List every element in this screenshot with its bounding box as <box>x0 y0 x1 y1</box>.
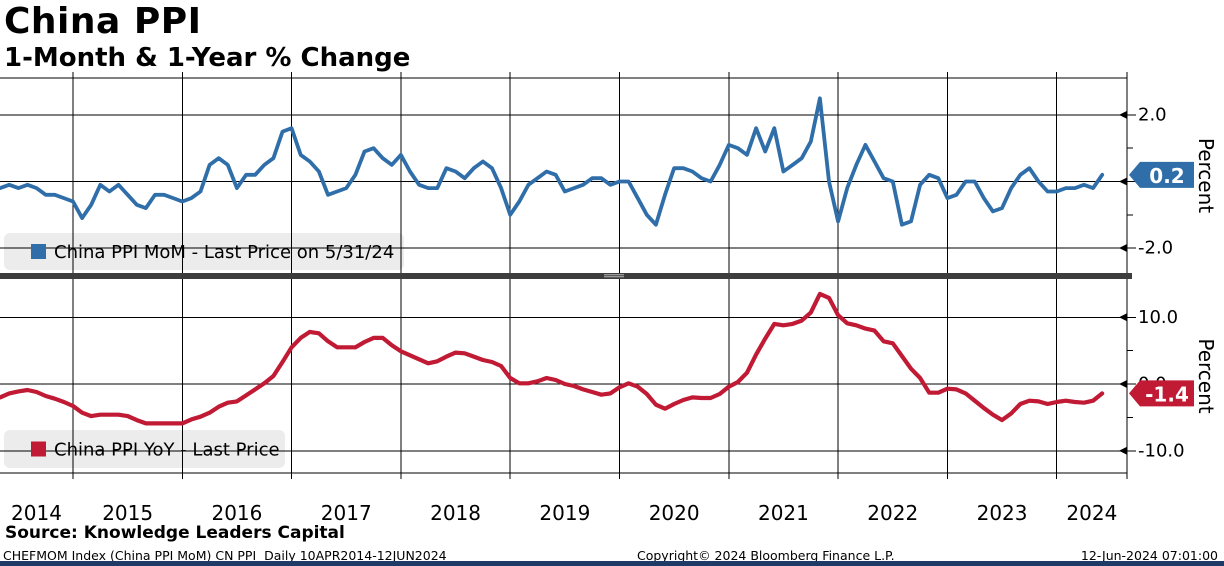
x-axis-year-label: 2022 <box>867 501 918 525</box>
yoy-legend-label: China PPI YoY - Last Price <box>54 440 280 461</box>
page-title: China PPI <box>4 1 202 42</box>
timestamp: 12-Jun-2024 07:01:00 <box>1080 548 1218 563</box>
x-axis-year-label: 2021 <box>758 501 809 525</box>
x-axis-year-label: 2015 <box>102 501 153 525</box>
x-axis-year-label: 2020 <box>649 501 700 525</box>
last-price-value: -1.4 <box>1145 382 1189 406</box>
x-axis-year-label: 2017 <box>321 501 372 525</box>
yoy-last-price-tag <box>1129 380 1194 407</box>
mom-legend-swatch <box>31 244 46 259</box>
x-axis-year-label: 2024 <box>1066 501 1117 525</box>
last-price-value: 0.2 <box>1149 164 1184 188</box>
y-axis-tick-label: 10.0 <box>1138 307 1178 328</box>
mom-last-price-tag <box>1129 161 1194 188</box>
y-tick-arrow <box>1119 244 1127 253</box>
mom-legend[interactable] <box>4 233 404 270</box>
x-axis-year-label: 2014 <box>11 501 62 525</box>
percent-axis-label-top: Percent <box>1194 138 1218 213</box>
source-label: Source: Knowledge Leaders Capital <box>5 523 345 543</box>
y-axis-tick-label: -2.0 <box>1138 238 1173 259</box>
y-tick-arrow <box>1119 177 1127 186</box>
chart-header: China PPI 1-Month & 1-Year % Change <box>4 1 411 73</box>
x-axis-year-label: 2016 <box>211 501 262 525</box>
x-axis-year-label: 2019 <box>539 501 590 525</box>
yoy-line <box>0 291 1105 426</box>
y-axis-tick-label: -10.0 <box>1138 440 1185 461</box>
y-axis-tick-label: 2.0 <box>1138 104 1167 125</box>
mom-line <box>0 96 1105 227</box>
y-tick-arrow <box>1119 110 1127 119</box>
ticker-info: CHEFMOM Index (China PPI MoM) CN PPI Dai… <box>3 548 447 563</box>
page-subtitle: 1-Month & 1-Year % Change <box>4 43 411 73</box>
x-axis-year-label: 2018 <box>430 501 481 525</box>
panel-divider[interactable] <box>0 273 1132 279</box>
yoy-legend[interactable] <box>4 430 285 468</box>
y-tick-arrow <box>1119 380 1127 389</box>
percent-axis-label-bottom: Percent <box>1194 338 1218 413</box>
x-axis-year-label: 2023 <box>977 501 1028 525</box>
mom-legend-label: China PPI MoM - Last Price on 5/31/24 <box>54 242 394 263</box>
y-tick-arrow <box>1119 313 1127 322</box>
copyright-text: Copyright© 2024 Bloomberg Finance L.P. <box>637 548 895 563</box>
bloomberg-bottom-bar <box>0 561 1224 566</box>
y-tick-arrow <box>1119 446 1127 455</box>
yoy-legend-swatch <box>31 441 46 457</box>
